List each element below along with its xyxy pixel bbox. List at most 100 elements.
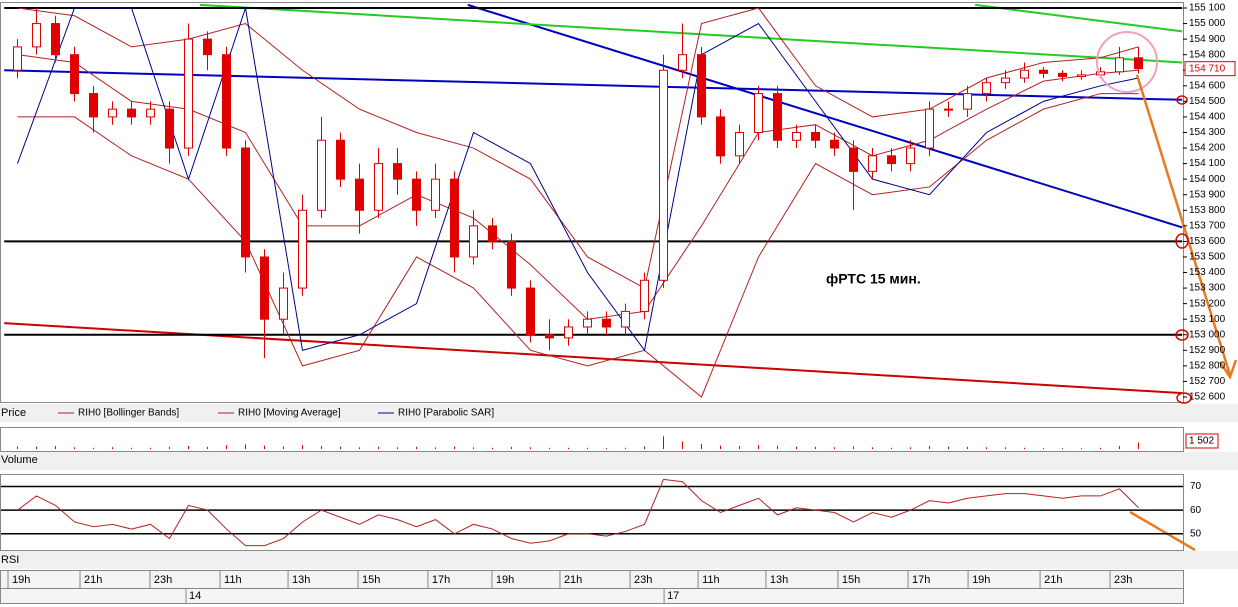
- rsi-tick-label: 50: [1190, 528, 1202, 539]
- candle-body: [621, 310, 630, 328]
- candle-body: [146, 108, 155, 118]
- trendline: [199, 3, 1183, 64]
- candle-body: [1001, 77, 1010, 84]
- time-tick-label: 15h: [362, 574, 380, 586]
- candle-body: [925, 108, 934, 149]
- annotation: фРТС 15 мин.: [826, 271, 921, 287]
- y-tick-label: 153 700: [1189, 220, 1226, 231]
- volume-label-row: [0, 452, 1238, 470]
- candle-body: [89, 93, 98, 118]
- candle-body: [374, 163, 383, 211]
- y-tick-label: 154 300: [1189, 127, 1226, 138]
- time-tick-label: 15h: [842, 574, 860, 586]
- price-panel: [0, 2, 1184, 403]
- y-tick-label: 154 500: [1189, 96, 1226, 107]
- day-tick-label: 17: [667, 590, 679, 602]
- axis-marker: [1175, 329, 1189, 341]
- time-tick-label: 23h: [1114, 574, 1132, 586]
- candle-body: [51, 23, 60, 56]
- highlight-circle: [1096, 31, 1158, 93]
- y-tick-label: 153 800: [1189, 205, 1226, 216]
- rsi-label-row: [0, 551, 1238, 569]
- rsi-arrow: [1129, 510, 1196, 552]
- y-tick-label: 152 900: [1189, 345, 1226, 356]
- time-tick-label: 21h: [1044, 574, 1062, 586]
- candle-body: [279, 287, 288, 320]
- y-tick-label: 155 000: [1189, 18, 1226, 29]
- forecast-arrow: [1135, 74, 1232, 376]
- axis-marker: [1176, 392, 1192, 404]
- candle-body: [70, 54, 79, 95]
- candle-body: [1020, 69, 1029, 79]
- candle-body: [260, 256, 269, 320]
- candle-body: [184, 38, 193, 149]
- time-tick-label: 13h: [770, 574, 788, 586]
- candle-body: [697, 54, 706, 118]
- time-tick-label: 17h: [912, 574, 930, 586]
- y-tick-label: 154 800: [1189, 49, 1226, 60]
- candle-body: [1134, 57, 1143, 70]
- candle-body: [982, 82, 991, 95]
- candle-body: [203, 38, 212, 56]
- time-tick-label: 23h: [634, 574, 652, 586]
- rsi-tick-label: 70: [1190, 481, 1202, 492]
- candle-body: [602, 318, 611, 328]
- last-price-label: 154 710: [1189, 63, 1226, 74]
- trendline: [974, 3, 1183, 33]
- time-tick-label: 19h: [496, 574, 514, 586]
- legend-price: Price: [1, 407, 26, 419]
- legend-label: RIH0 [Moving Average]: [238, 408, 341, 419]
- time-tick-label: 21h: [564, 574, 582, 586]
- y-tick-label: 153 900: [1189, 189, 1226, 200]
- y-tick-label: 154 900: [1189, 34, 1226, 45]
- candle-body: [1058, 72, 1067, 77]
- candle-body: [127, 108, 136, 118]
- candle-body: [773, 93, 782, 141]
- volume-label: Volume: [1, 454, 38, 466]
- candle-body: [811, 131, 820, 141]
- time-tick-label: 19h: [12, 574, 30, 586]
- y-tick-label: 152 700: [1189, 376, 1226, 387]
- candle-body: [963, 93, 972, 110]
- candle-body: [678, 54, 687, 71]
- y-tick-label: 154 200: [1189, 143, 1226, 154]
- candle-body: [355, 178, 364, 211]
- y-tick-label: 154 000: [1189, 174, 1226, 185]
- rsi-line: [17, 478, 1139, 547]
- time-tick-label: 11h: [224, 574, 242, 586]
- y-tick-label: 153 400: [1189, 267, 1226, 278]
- y-tick-label: 153 000: [1189, 329, 1226, 340]
- candle-body: [887, 155, 896, 165]
- candle-body: [317, 139, 326, 211]
- candle-body: [583, 318, 592, 328]
- candle-body: [393, 163, 402, 180]
- legend-label: RIH0 [Bollinger Bands]: [78, 408, 179, 419]
- candle-body: [431, 178, 440, 211]
- candle-body: [165, 108, 174, 149]
- candle-body: [450, 178, 459, 258]
- arrow-head: [1218, 359, 1238, 380]
- axis-marker: [1175, 233, 1189, 249]
- candle-body: [488, 225, 497, 242]
- candle-body: [564, 326, 573, 339]
- candle-body: [32, 23, 41, 48]
- last-price-box: [1184, 61, 1236, 77]
- day-tick-label: 14: [189, 590, 201, 602]
- trendline: [4, 69, 1183, 101]
- time-tick-label: 11h: [702, 574, 720, 586]
- legend-row: [0, 404, 1238, 422]
- candle-body: [1115, 57, 1124, 73]
- candle-body: [298, 209, 307, 289]
- parabolic-sar: [17, 7, 1139, 352]
- time-tick-label: 23h: [154, 574, 172, 586]
- last-volume-box: [1185, 433, 1219, 449]
- y-tick-label: 153 500: [1189, 252, 1226, 263]
- candle-body: [469, 225, 478, 258]
- trendline: [467, 3, 1183, 229]
- candle-body: [906, 147, 915, 165]
- plot-area: [4, 3, 1183, 398]
- time-tick-label: 21h: [84, 574, 102, 586]
- candle-body: [412, 178, 421, 211]
- candle-body: [849, 147, 858, 172]
